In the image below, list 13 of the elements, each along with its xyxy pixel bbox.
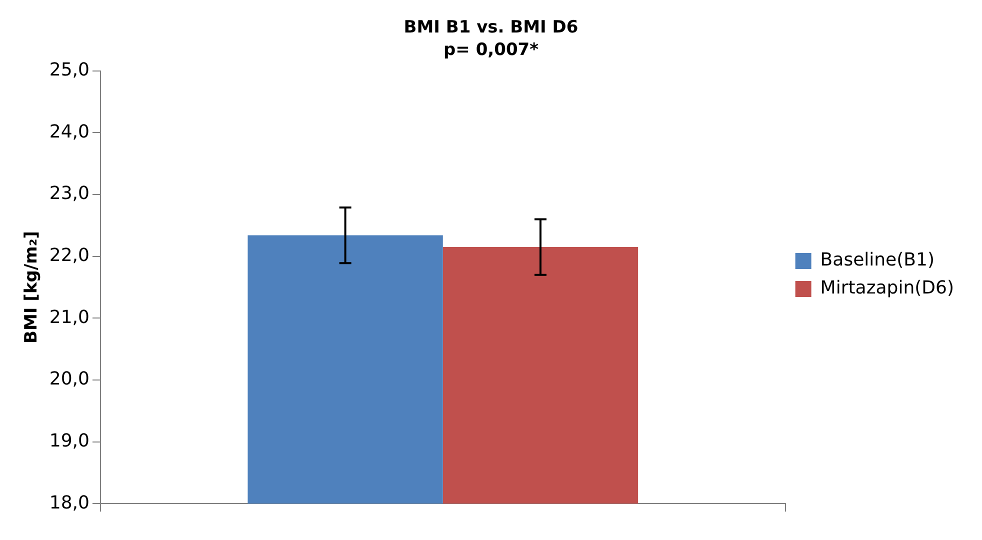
y-tick-label: 24,0 (49, 121, 90, 142)
y-tick-label: 20,0 (49, 368, 90, 390)
y-tick-label: 22,0 (49, 244, 90, 266)
legend-label: Mirtazapin(D6) (820, 278, 954, 299)
y-tick-label: 25,0 (49, 59, 90, 80)
y-axis-title: BMI [kg/m₂] (22, 230, 42, 344)
chart-subtitle: p= 0,007* (444, 40, 539, 60)
y-tick-label: 23,0 (49, 183, 90, 204)
legend-label: Baseline(B1) (820, 250, 934, 271)
chart-title: BMI B1 vs. BMI D6 (404, 18, 578, 38)
y-tick-label: 21,0 (49, 306, 90, 328)
y-tick-label: 19,0 (49, 430, 90, 452)
y-tick-label: 18,0 (49, 492, 90, 514)
